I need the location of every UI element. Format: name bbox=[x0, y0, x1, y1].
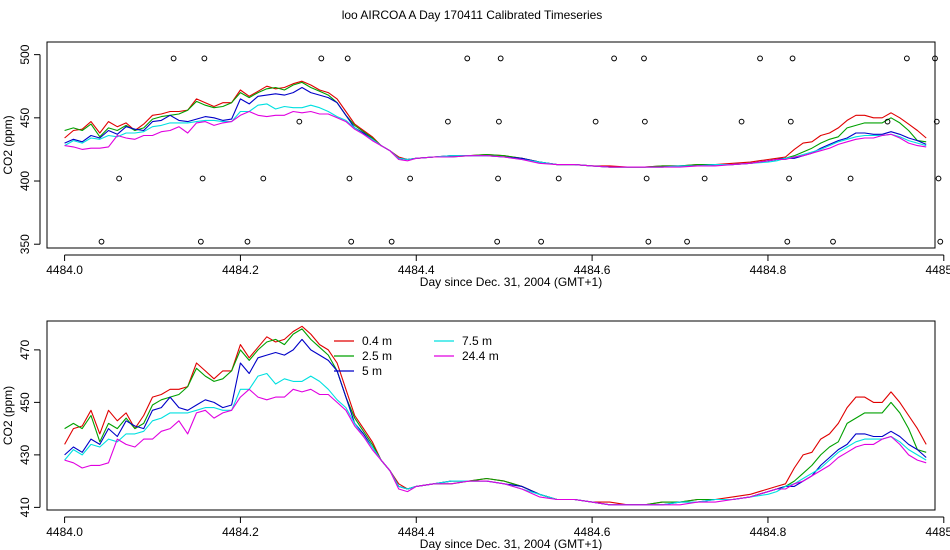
series-line-2-5-m bbox=[64, 81, 927, 168]
data-point bbox=[789, 55, 796, 62]
legend-label: 7.5 m bbox=[462, 334, 492, 348]
data-point bbox=[786, 175, 792, 182]
data-point bbox=[407, 175, 414, 182]
y-axis-label: CO2 (ppm) bbox=[1, 386, 15, 445]
legend-label: 2.5 m bbox=[362, 349, 392, 363]
plot-frame bbox=[46, 320, 936, 511]
x-tick-label: 4484.8 bbox=[750, 525, 787, 539]
y-tick-label: 470 bbox=[18, 340, 32, 360]
data-point bbox=[757, 55, 763, 62]
x-tick-label: 4484.2 bbox=[222, 525, 259, 539]
x-tick-label: 4485.0 bbox=[925, 525, 950, 539]
series-line-7-5-m bbox=[64, 103, 927, 168]
data-point bbox=[318, 55, 325, 62]
y-tick-label: 500 bbox=[18, 44, 32, 64]
data-point bbox=[932, 55, 938, 62]
data-point bbox=[496, 118, 502, 125]
data-point bbox=[296, 118, 303, 125]
data-point bbox=[847, 175, 854, 182]
data-point bbox=[445, 118, 451, 125]
data-point bbox=[344, 55, 351, 62]
data-point bbox=[538, 238, 545, 245]
y-tick-label: 410 bbox=[18, 497, 32, 517]
data-point bbox=[641, 55, 647, 62]
series-line-24-4-m bbox=[64, 388, 927, 506]
data-point bbox=[494, 238, 501, 245]
x-tick-label: 4484.6 bbox=[574, 525, 611, 539]
data-point bbox=[935, 175, 942, 182]
data-point bbox=[643, 175, 650, 182]
data-point bbox=[784, 238, 791, 245]
legend-label: 5 m bbox=[362, 364, 382, 378]
x-tick-label: 4484.4 bbox=[398, 263, 435, 277]
y-tick-label: 350 bbox=[18, 234, 32, 254]
series-line-7-5-m bbox=[64, 372, 927, 506]
data-point bbox=[937, 238, 944, 245]
data-point bbox=[201, 55, 208, 62]
y-axis-label: CO2 (ppm) bbox=[1, 115, 15, 174]
x-tick-label: 4484.6 bbox=[574, 263, 611, 277]
data-point bbox=[684, 238, 690, 245]
data-point bbox=[116, 175, 122, 182]
plot-frame bbox=[46, 41, 936, 249]
x-tick-label: 4484.0 bbox=[46, 525, 83, 539]
data-point bbox=[170, 55, 177, 62]
x-tick-label: 4484.2 bbox=[222, 263, 259, 277]
x-axis-label: Day since Dec. 31, 2004 (GMT+1) bbox=[420, 537, 602, 550]
top-chart-panel: 4484.0 4484.2 4484.4 4484.6 4484.8 4485.0 Day … bbox=[1, 41, 950, 289]
data-point bbox=[555, 175, 562, 182]
data-point bbox=[738, 118, 745, 125]
data-point bbox=[464, 55, 471, 62]
data-point bbox=[388, 238, 395, 245]
legend-label: 0.4 m bbox=[362, 334, 392, 348]
data-point bbox=[592, 118, 599, 125]
x-tick-label: 4485.0 bbox=[925, 263, 950, 277]
y-tick-label: 430 bbox=[18, 445, 32, 465]
data-point bbox=[348, 238, 355, 245]
data-point bbox=[497, 55, 504, 62]
data-point bbox=[830, 238, 836, 245]
series-line-24-4-m bbox=[64, 110, 927, 168]
data-point bbox=[787, 118, 794, 125]
data-point bbox=[98, 238, 105, 245]
data-point bbox=[346, 175, 353, 182]
data-point bbox=[903, 55, 910, 62]
x-axis-label: Day since Dec. 31, 2004 (GMT+1) bbox=[420, 275, 602, 289]
data-point bbox=[244, 238, 251, 245]
y-tick-label: 450 bbox=[18, 392, 32, 412]
x-tick-label: 4484.0 bbox=[46, 263, 83, 277]
data-point bbox=[260, 175, 267, 182]
data-point bbox=[884, 118, 891, 125]
data-point bbox=[701, 175, 708, 182]
data-point bbox=[495, 175, 501, 182]
data-point bbox=[645, 238, 652, 245]
data-point bbox=[199, 175, 206, 182]
data-point bbox=[197, 238, 204, 245]
data-point bbox=[933, 118, 940, 125]
x-tick-label: 4484.8 bbox=[750, 263, 787, 277]
y-tick-label: 400 bbox=[18, 171, 32, 191]
data-point bbox=[611, 55, 617, 62]
bottom-chart-panel: 4484.0 4484.2 4484.4 4484.6 4484.8 4485.0 Day … bbox=[1, 320, 950, 550]
chart-legend: 0.4 m2.5 m5 m 7.5 m24.4 m bbox=[334, 334, 499, 378]
page-title: loo AIRCOA A Day 170411 Calibrated Times… bbox=[342, 8, 603, 22]
y-tick-label: 450 bbox=[18, 107, 32, 127]
legend-label: 24.4 m bbox=[462, 349, 499, 363]
x-tick-label: 4484.4 bbox=[398, 525, 435, 539]
data-point bbox=[641, 118, 648, 125]
